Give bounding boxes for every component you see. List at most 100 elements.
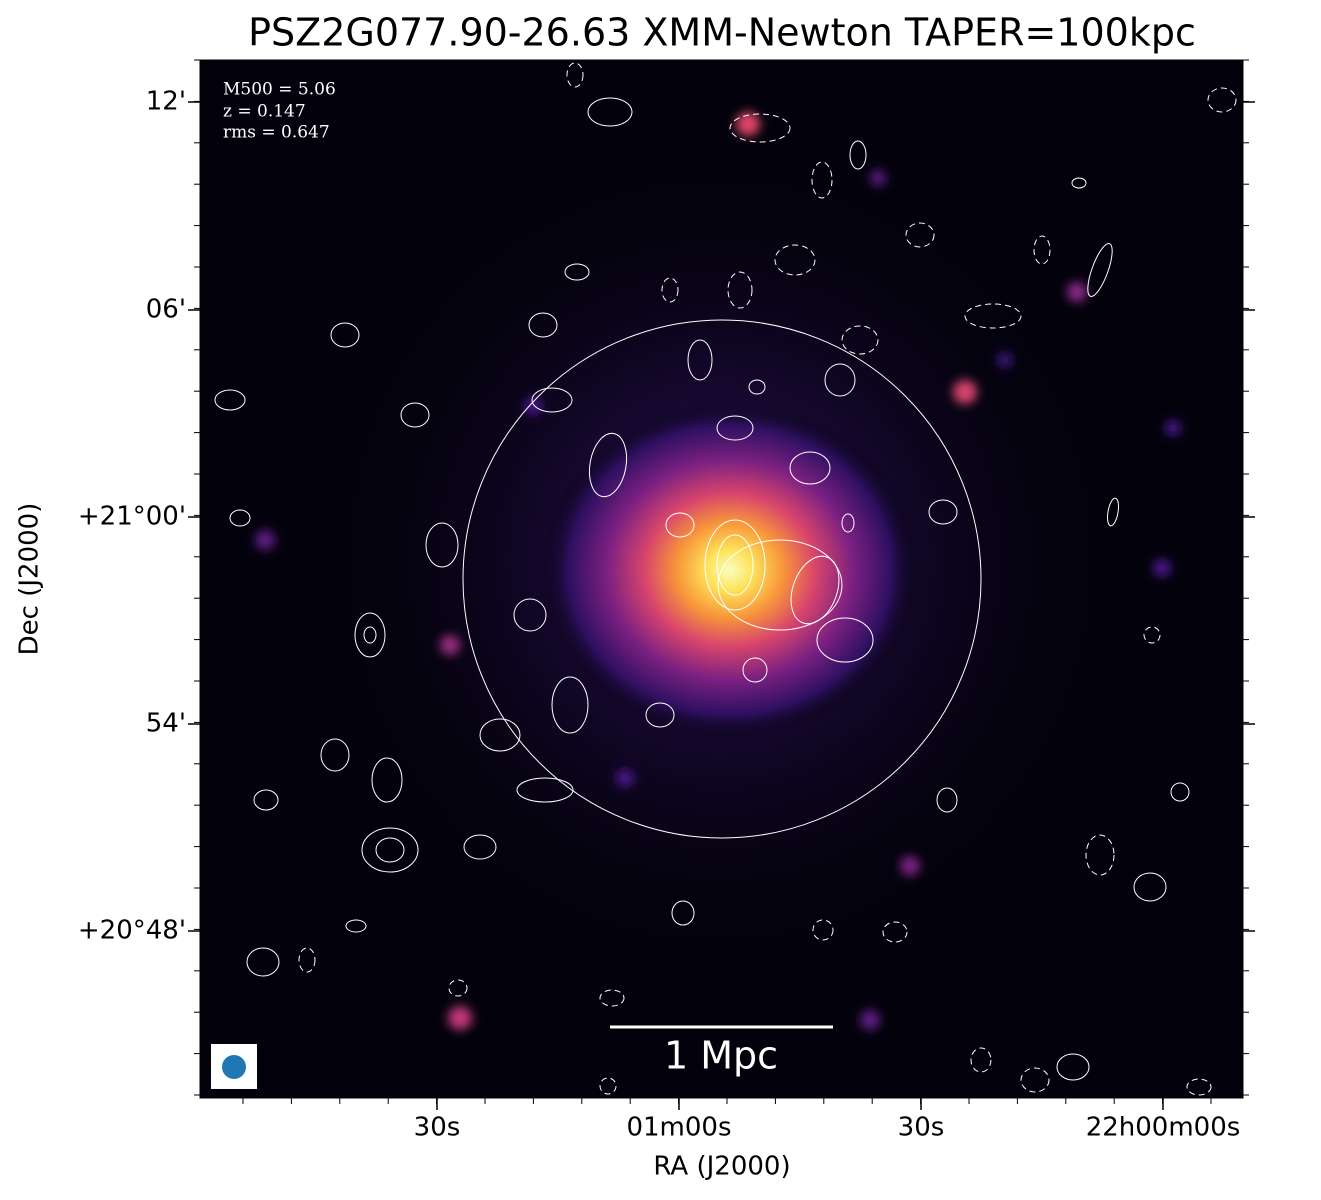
contour [551,676,589,734]
contour [812,919,834,941]
contour [253,789,279,811]
contour [371,757,403,803]
y-tick-label: +20°48' [78,916,186,946]
contour [1020,1067,1050,1093]
contour [588,432,628,498]
contour [841,513,855,533]
info-text: z = 0.147 [223,102,306,122]
contour [742,657,768,683]
contour [936,787,958,813]
y-tick-label: 12' [146,87,186,117]
info-text: M500 = 5.06 [223,80,336,100]
source [870,170,886,186]
contour [671,900,695,926]
contour [599,989,625,1007]
source [1067,282,1087,302]
source [736,112,760,136]
contour [345,919,367,933]
contour [1133,872,1167,902]
contour [531,387,573,413]
source [997,352,1013,368]
contour [528,312,558,338]
y-tick-label: 06' [146,295,186,325]
contour [1186,1078,1212,1096]
contour [1033,235,1051,265]
contour [1087,243,1113,297]
y-tick-label: 54' [146,709,186,739]
contour [330,322,360,348]
contour [790,555,840,625]
contour [564,263,590,281]
image: 1 Mpc M500 = 5.06 z = 0.147 rms = 0.647 [200,60,1243,1098]
contour [298,947,316,973]
contour [375,837,405,863]
contour [970,1047,992,1073]
contour [1207,87,1237,113]
scale-bar-label: 1 Mpc [664,1034,778,1078]
y-axis-label: Dec (J2000) [15,503,45,656]
y-tick-label: +21°00' [78,502,186,532]
contour [1085,834,1115,876]
contour [354,612,386,658]
contour [774,244,816,276]
contour [816,617,874,663]
contour [849,140,867,170]
contour [1071,177,1087,189]
contour [229,509,251,527]
contour [645,702,675,728]
contour [687,339,713,381]
contour [448,979,468,997]
contour [811,161,833,199]
contour [463,834,497,860]
source [255,530,275,550]
x-tick-label: 30s [414,1113,461,1143]
contour [717,539,843,631]
source [860,1010,880,1030]
contour [841,325,879,355]
contour [716,415,754,441]
contour [246,947,280,977]
contour [1170,782,1190,802]
x-tick-label: 22h00m00s [1086,1113,1241,1143]
contour [905,222,935,248]
source [524,397,542,415]
source [440,635,460,655]
source [953,380,977,404]
contour [882,921,908,943]
contour [1056,1053,1090,1081]
x-tick-label: 01m00s [626,1113,731,1143]
source [616,769,634,787]
source [900,856,920,876]
contour [566,62,584,88]
contour [587,97,633,127]
contour [214,389,246,411]
title: PSZ2G077.90-26.63 XMM-Newton TAPER=100kp… [248,11,1196,55]
x-axis-label: RA (J2000) [653,1152,790,1182]
contour [513,598,547,632]
source [1165,420,1181,436]
contour [748,379,766,395]
contour [727,271,753,309]
contour [599,1077,617,1095]
contour [665,512,695,538]
contour [661,277,679,303]
contour [1143,626,1161,644]
contour [964,303,1022,329]
contour [479,718,521,752]
contour [400,402,430,428]
contour [928,499,958,525]
contour [729,113,791,143]
contour [1107,497,1119,527]
contour [716,534,754,596]
source [448,1006,472,1030]
contour [516,777,574,803]
contour [320,738,350,772]
source [1153,559,1171,577]
contour [704,519,766,611]
contour [361,827,419,873]
contour [789,451,831,485]
contour [425,522,459,568]
contour [363,626,377,644]
contour [824,363,856,397]
